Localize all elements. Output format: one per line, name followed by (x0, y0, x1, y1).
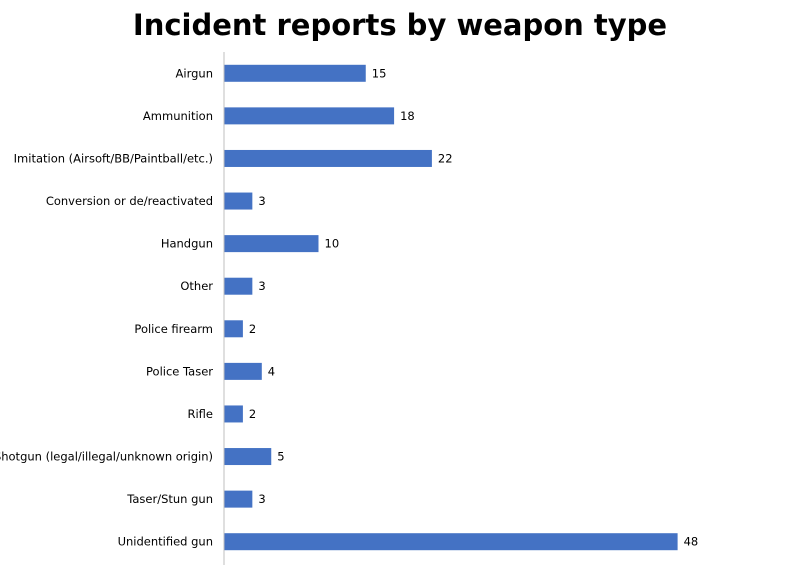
data-label: 10 (325, 237, 340, 251)
category-label: Ammunition (143, 109, 213, 123)
category-label: Rifle (187, 407, 213, 421)
category-label: Police Taser (146, 364, 213, 378)
chart-title: Incident reports by weapon type (132, 8, 668, 42)
bar (224, 320, 243, 338)
bar (224, 448, 272, 466)
data-label: 3 (258, 194, 265, 208)
bar (224, 192, 253, 210)
category-label: Shotgun (legal/illegal/unknown origin) (0, 450, 213, 464)
bar (224, 107, 395, 125)
bar (224, 490, 253, 508)
data-label: 3 (258, 279, 265, 293)
category-label: Airgun (176, 66, 213, 80)
data-label: 15 (372, 66, 387, 80)
data-label: 5 (277, 450, 284, 464)
data-label: 4 (268, 364, 275, 378)
data-label: 2 (249, 322, 256, 336)
category-label: Unidentified gun (118, 535, 213, 549)
category-label: Other (180, 279, 213, 293)
bar (224, 362, 262, 380)
category-label: Taser/Stun gun (126, 492, 213, 506)
bar (224, 235, 319, 253)
data-label: 48 (684, 535, 699, 549)
category-label: Conversion or de/reactivated (46, 194, 213, 208)
data-label: 3 (258, 492, 265, 506)
bar (224, 277, 253, 295)
bar (224, 64, 366, 82)
data-label: 22 (438, 151, 453, 165)
bar (224, 405, 243, 423)
category-label: Imitation (Airsoft/BB/Paintball/etc.) (14, 151, 213, 165)
data-label: 18 (400, 109, 415, 123)
data-label: 2 (249, 407, 256, 421)
category-label: Police firearm (134, 322, 213, 336)
category-label: Handgun (161, 237, 213, 251)
bar (224, 149, 432, 167)
bar (224, 533, 678, 551)
